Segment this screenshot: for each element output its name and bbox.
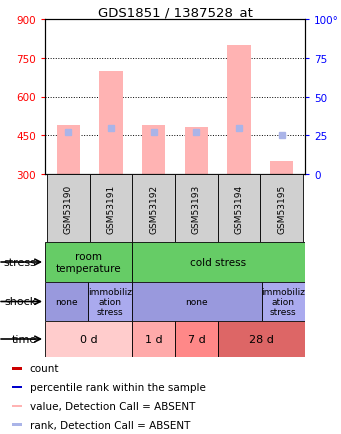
Bar	[132, 174, 175, 243]
Text: value, Detection Call = ABSENT: value, Detection Call = ABSENT	[30, 401, 195, 411]
Bar	[99, 72, 123, 174]
Text: GSM53192: GSM53192	[149, 184, 158, 233]
Text: 1 d: 1 d	[145, 334, 162, 344]
Bar	[45, 243, 132, 283]
Bar	[45, 283, 88, 321]
Bar	[90, 174, 132, 243]
Text: immobiliz
ation
stress: immobiliz ation stress	[88, 287, 132, 317]
Text: rank, Detection Call = ABSENT: rank, Detection Call = ABSENT	[30, 420, 190, 430]
Bar	[12, 386, 21, 388]
Bar	[142, 125, 165, 174]
Bar	[184, 128, 208, 174]
Text: GDS1851 / 1387528_at: GDS1851 / 1387528_at	[98, 6, 252, 19]
Text: GSM53190: GSM53190	[64, 184, 73, 233]
Text: 7 d: 7 d	[188, 334, 206, 344]
Text: GSM53191: GSM53191	[107, 184, 116, 233]
Bar	[218, 321, 305, 357]
Bar	[88, 283, 132, 321]
Text: 28 d: 28 d	[249, 334, 274, 344]
Bar	[260, 174, 303, 243]
Bar	[47, 174, 90, 243]
Text: immobiliz
ation
stress: immobiliz ation stress	[261, 287, 305, 317]
Text: none: none	[55, 297, 78, 306]
Text: time: time	[11, 334, 36, 344]
Bar	[132, 243, 305, 283]
Bar	[12, 423, 21, 426]
Text: 0 d: 0 d	[79, 334, 97, 344]
Text: cold stress: cold stress	[190, 257, 247, 267]
Text: shock: shock	[4, 297, 36, 307]
Text: stress: stress	[4, 257, 36, 267]
Bar	[132, 283, 262, 321]
Text: GSM53193: GSM53193	[192, 184, 201, 233]
Text: GSM53194: GSM53194	[234, 184, 243, 233]
Bar	[132, 321, 175, 357]
Text: count: count	[30, 364, 59, 374]
Bar	[262, 283, 305, 321]
Bar	[45, 321, 132, 357]
Bar	[175, 174, 218, 243]
Bar	[12, 404, 21, 407]
Text: room
temperature: room temperature	[56, 252, 121, 273]
Text: percentile rank within the sample: percentile rank within the sample	[30, 382, 206, 392]
Bar	[57, 125, 80, 174]
Bar	[227, 46, 251, 174]
Bar	[12, 367, 21, 370]
Bar	[218, 174, 260, 243]
Text: GSM53195: GSM53195	[277, 184, 286, 233]
Text: none: none	[186, 297, 208, 306]
Bar	[175, 321, 218, 357]
Bar	[270, 162, 293, 174]
